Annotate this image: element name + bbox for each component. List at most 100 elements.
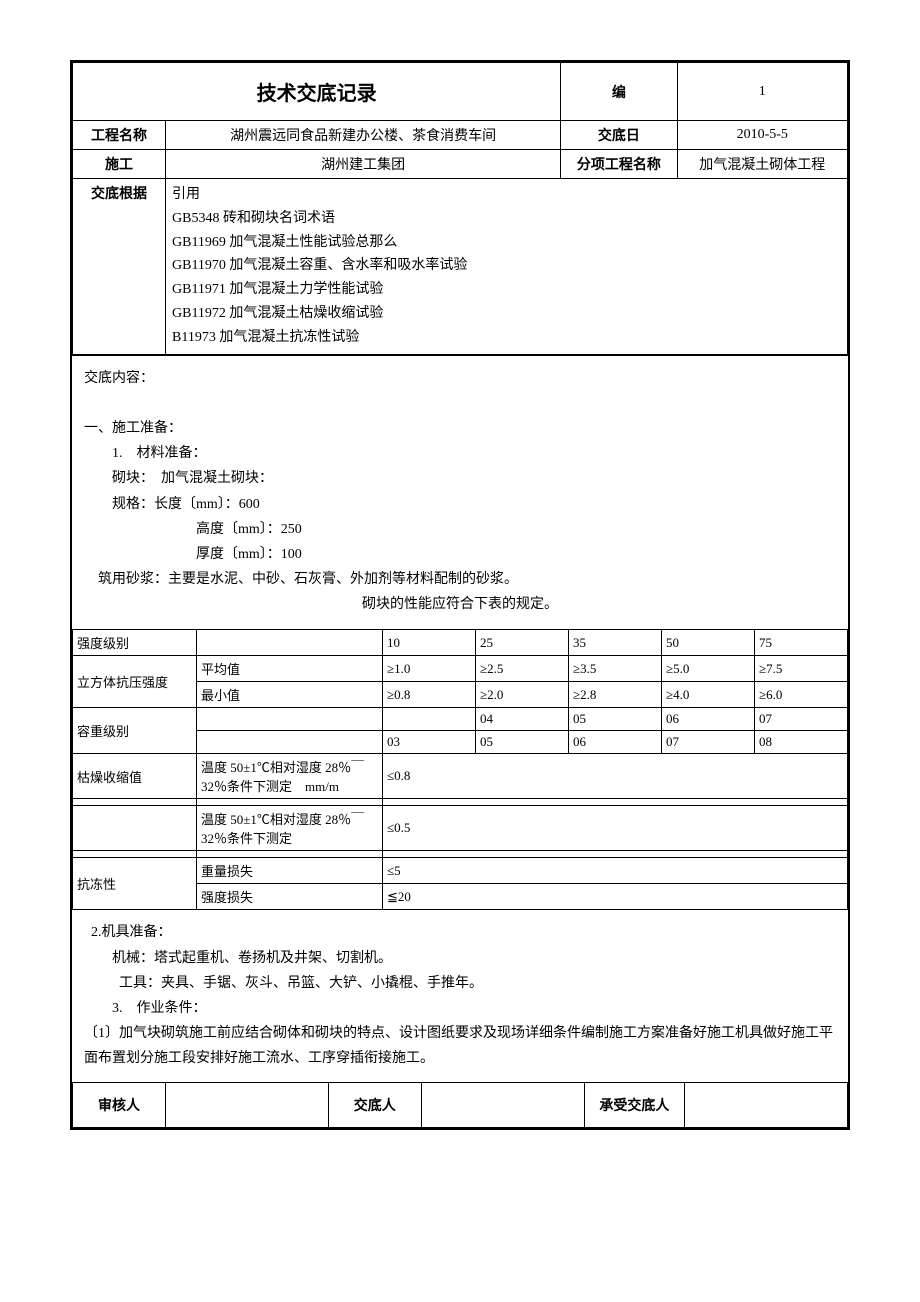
table-cell: 最小值 <box>197 682 383 708</box>
table-cell: 08 <box>755 731 848 754</box>
spec-table: 强度级别1025355075立方体抗压强度平均值≥1.0≥2.5≥3.5≥5.0… <box>72 629 848 910</box>
sec1-1: 1. 材料准备： <box>84 441 836 466</box>
presenter-label: 交底人 <box>328 1082 421 1127</box>
table-cell: 强度级别 <box>73 630 197 656</box>
table-cell: 立方体抗压强度 <box>73 656 197 708</box>
table-cell: ≥0.8 <box>383 682 476 708</box>
mortar-line: 筑用砂浆：主要是水泥、中砂、石灰膏、外加剂等材料配制的砂浆。 <box>84 567 836 592</box>
sec3: 3. 作业条件： <box>84 996 836 1021</box>
basis-label: 交底根据 <box>73 179 166 355</box>
table-cell: ≦20 <box>383 884 848 910</box>
table-cell: 抗冻性 <box>73 858 197 910</box>
receiver-value <box>685 1082 848 1127</box>
table-caption: 砌块的性能应符合下表的规定。 <box>84 592 836 617</box>
table-cell: 06 <box>569 731 662 754</box>
table-cell: ≥4.0 <box>662 682 755 708</box>
mach-line: 机械：塔式起重机、卷扬机及井架、切割机。 <box>84 946 836 971</box>
construct-value: 湖州建工集团 <box>166 150 561 179</box>
table-row: 抗冻性重量损失≤5 <box>73 858 848 884</box>
block-line: 砌块： 加气混凝土砌块： <box>84 466 836 491</box>
content-heading: 交底内容： <box>84 366 836 391</box>
table-cell: 平均值 <box>197 656 383 682</box>
table-cell: ≥1.0 <box>383 656 476 682</box>
date-value: 2010-5-5 <box>677 121 848 150</box>
table-cell: 05 <box>569 708 662 731</box>
table-cell: 温度 50±1℃相对湿度 28％￣32％条件下测定 <box>197 806 383 851</box>
num-value: 1 <box>677 63 848 121</box>
table-cell: 25 <box>476 630 569 656</box>
table-cell: 10 <box>383 630 476 656</box>
table-cell: 07 <box>755 708 848 731</box>
table-row: 枯燥收缩值温度 50±1℃相对湿度 28％￣32％条件下测定 mm/m≤0.8 <box>73 754 848 799</box>
project-name: 湖州震远同食品新建办公楼、茶食消费车间 <box>166 121 561 150</box>
table-cell: ≥6.0 <box>755 682 848 708</box>
table-cell: ≥3.5 <box>569 656 662 682</box>
table-cell <box>383 799 848 806</box>
basis-line: GB11971 加气混凝土力学性能试验 <box>172 278 841 302</box>
table-cell <box>197 731 383 754</box>
table-row <box>73 851 848 858</box>
subitem-label: 分项工程名称 <box>561 150 677 179</box>
table-cell: 05 <box>476 731 569 754</box>
cond1: 〔1〕加气块砌筑施工前应结合砌体和砌块的特点、设计图纸要求及现场详细条件编制施工… <box>84 1021 836 1071</box>
basis-line: GB11972 加气混凝土枯燥收缩试验 <box>172 302 841 326</box>
table-cell: 重量损失 <box>197 858 383 884</box>
reviewer-label: 审核人 <box>73 1082 166 1127</box>
table-row: 立方体抗压强度平均值≥1.0≥2.5≥3.5≥5.0≥7.5 <box>73 656 848 682</box>
table-row: 容重级别04050607 <box>73 708 848 731</box>
tool-line: 工具：夹具、手锯、灰斗、吊篮、大铲、小撬棍、手推年。 <box>84 971 836 996</box>
table-row: 温度 50±1℃相对湿度 28％￣32％条件下测定≤0.5 <box>73 806 848 851</box>
document-frame: 技术交底记录 编 1 工程名称 湖州震远同食品新建办公楼、茶食消费车间 交底日 … <box>70 60 850 1130</box>
table-cell <box>383 708 476 731</box>
basis-line: GB11970 加气混凝土容重、含水率和吸水率试验 <box>172 254 841 278</box>
table-cell: ≥2.0 <box>476 682 569 708</box>
basis-line: 引用 <box>172 183 841 207</box>
table-cell: 06 <box>662 708 755 731</box>
table-cell: ≥2.5 <box>476 656 569 682</box>
project-label: 工程名称 <box>73 121 166 150</box>
table-cell <box>197 851 383 858</box>
construct-label: 施工 <box>73 150 166 179</box>
table-cell: ≥7.5 <box>755 656 848 682</box>
footer-table: 审核人 交底人 承受交底人 <box>72 1082 848 1128</box>
table-cell <box>197 708 383 731</box>
sec1-title: 一、施工准备： <box>84 416 836 441</box>
basis-line: GB11969 加气混凝土性能试验总那么 <box>172 231 841 255</box>
table-cell: ≥5.0 <box>662 656 755 682</box>
sec2: 2.机具准备： <box>84 920 836 945</box>
header-table: 技术交底记录 编 1 工程名称 湖州震远同食品新建办公楼、茶食消费车间 交底日 … <box>72 62 848 355</box>
basis-line: GB5348 砖和砌块名词术语 <box>172 207 841 231</box>
table-cell: 枯燥收缩值 <box>73 754 197 799</box>
table-cell: ≥2.8 <box>569 682 662 708</box>
content-body: 交底内容： 一、施工准备： 1. 材料准备： 砌块： 加气混凝土砌块： 规格：长… <box>72 355 848 628</box>
presenter-value <box>421 1082 584 1127</box>
table-cell <box>73 799 197 806</box>
spec-line1: 规格：长度〔mm〕：600 <box>84 492 836 517</box>
table-cell: 75 <box>755 630 848 656</box>
content-body-2: 2.机具准备： 机械：塔式起重机、卷扬机及井架、切割机。 工具：夹具、手锯、灰斗… <box>72 910 848 1081</box>
table-cell <box>383 851 848 858</box>
table-cell: 35 <box>569 630 662 656</box>
table-cell: 50 <box>662 630 755 656</box>
table-cell: 04 <box>476 708 569 731</box>
table-cell: ≤5 <box>383 858 848 884</box>
reviewer-value <box>166 1082 329 1127</box>
table-cell: 强度损失 <box>197 884 383 910</box>
doc-title: 技术交底记录 <box>73 63 561 121</box>
receiver-label: 承受交底人 <box>584 1082 685 1127</box>
date-label: 交底日 <box>561 121 677 150</box>
table-cell: 温度 50±1℃相对湿度 28％￣32％条件下测定 mm/m <box>197 754 383 799</box>
num-label: 编 <box>561 63 677 121</box>
basis-line: B11973 加气混凝土抗冻性试验 <box>172 326 841 350</box>
table-cell: ≤0.8 <box>383 754 848 799</box>
table-row: 强度级别 1025355075 <box>73 630 848 656</box>
table-cell <box>73 806 197 851</box>
spec-line3: 厚度〔mm〕：100 <box>84 542 836 567</box>
table-cell: 07 <box>662 731 755 754</box>
spec-line2: 高度〔mm〕：250 <box>84 517 836 542</box>
table-cell: 容重级别 <box>73 708 197 754</box>
subitem-value: 加气混凝土砌体工程 <box>677 150 848 179</box>
table-cell <box>73 851 197 858</box>
table-cell <box>197 799 383 806</box>
table-cell: ≤0.5 <box>383 806 848 851</box>
